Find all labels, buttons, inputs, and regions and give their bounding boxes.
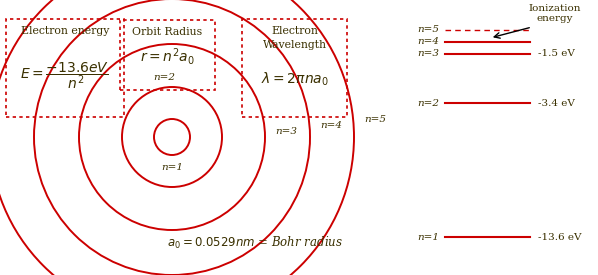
- Text: $r = n^2a_0$: $r = n^2a_0$: [140, 46, 195, 67]
- Text: n=4: n=4: [320, 120, 342, 130]
- Text: Ionization
energy: Ionization energy: [529, 4, 581, 23]
- Text: n=3: n=3: [417, 50, 439, 59]
- Text: n=4: n=4: [417, 37, 439, 46]
- Text: Orbit Radius: Orbit Radius: [132, 27, 203, 37]
- Text: -3.4 eV: -3.4 eV: [538, 98, 575, 108]
- Text: n=2: n=2: [153, 73, 175, 81]
- Text: n=1: n=1: [417, 232, 439, 241]
- Text: $\lambda = 2\pi na_0$: $\lambda = 2\pi na_0$: [261, 70, 328, 88]
- Text: n=5: n=5: [417, 26, 439, 34]
- Text: n=2: n=2: [417, 98, 439, 108]
- Text: n=1: n=1: [161, 163, 183, 172]
- Text: n=5: n=5: [364, 114, 386, 123]
- Text: -13.6 eV: -13.6 eV: [538, 232, 581, 241]
- Text: Electron energy: Electron energy: [21, 26, 109, 36]
- Text: n=3: n=3: [275, 128, 297, 136]
- Text: Electron: Electron: [271, 26, 318, 36]
- Text: Wavelength: Wavelength: [263, 40, 327, 50]
- Text: -1.5 eV: -1.5 eV: [538, 50, 575, 59]
- Text: $E = \dfrac{-13.6eV}{n^2}$: $E = \dfrac{-13.6eV}{n^2}$: [20, 60, 109, 92]
- Text: $a_0 = 0.0529nm$ = Bohr radius: $a_0 = 0.0529nm$ = Bohr radius: [167, 235, 343, 251]
